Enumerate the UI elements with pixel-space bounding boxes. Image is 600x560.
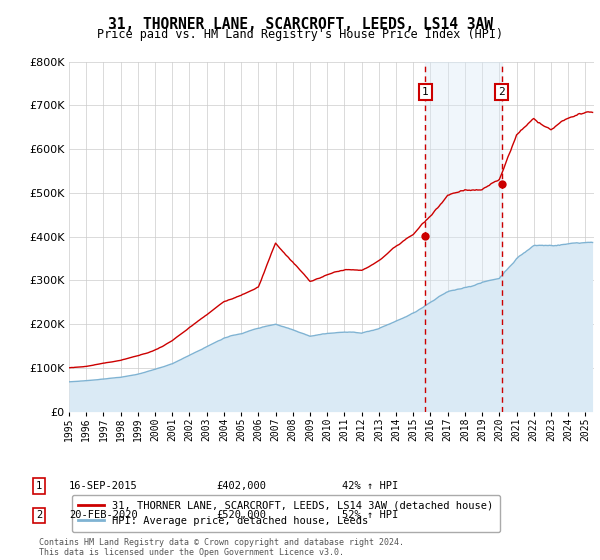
Text: 2: 2 [498, 87, 505, 97]
Text: 52% ↑ HPI: 52% ↑ HPI [342, 510, 398, 520]
Text: 16-SEP-2015: 16-SEP-2015 [69, 481, 138, 491]
Text: 42% ↑ HPI: 42% ↑ HPI [342, 481, 398, 491]
Legend: 31, THORNER LANE, SCARCROFT, LEEDS, LS14 3AW (detached house), HPI: Average pric: 31, THORNER LANE, SCARCROFT, LEEDS, LS14… [71, 494, 500, 533]
Text: Price paid vs. HM Land Registry's House Price Index (HPI): Price paid vs. HM Land Registry's House … [97, 28, 503, 41]
Text: 2: 2 [36, 510, 42, 520]
Text: 1: 1 [422, 87, 429, 97]
Text: 31, THORNER LANE, SCARCROFT, LEEDS, LS14 3AW: 31, THORNER LANE, SCARCROFT, LEEDS, LS14… [107, 17, 493, 32]
Text: £402,000: £402,000 [216, 481, 266, 491]
Bar [425, 62, 502, 412]
Text: 20-FEB-2020: 20-FEB-2020 [69, 510, 138, 520]
Text: 1: 1 [36, 481, 42, 491]
Text: £520,000: £520,000 [216, 510, 266, 520]
Text: Contains HM Land Registry data © Crown copyright and database right 2024.
This d: Contains HM Land Registry data © Crown c… [39, 538, 404, 557]
